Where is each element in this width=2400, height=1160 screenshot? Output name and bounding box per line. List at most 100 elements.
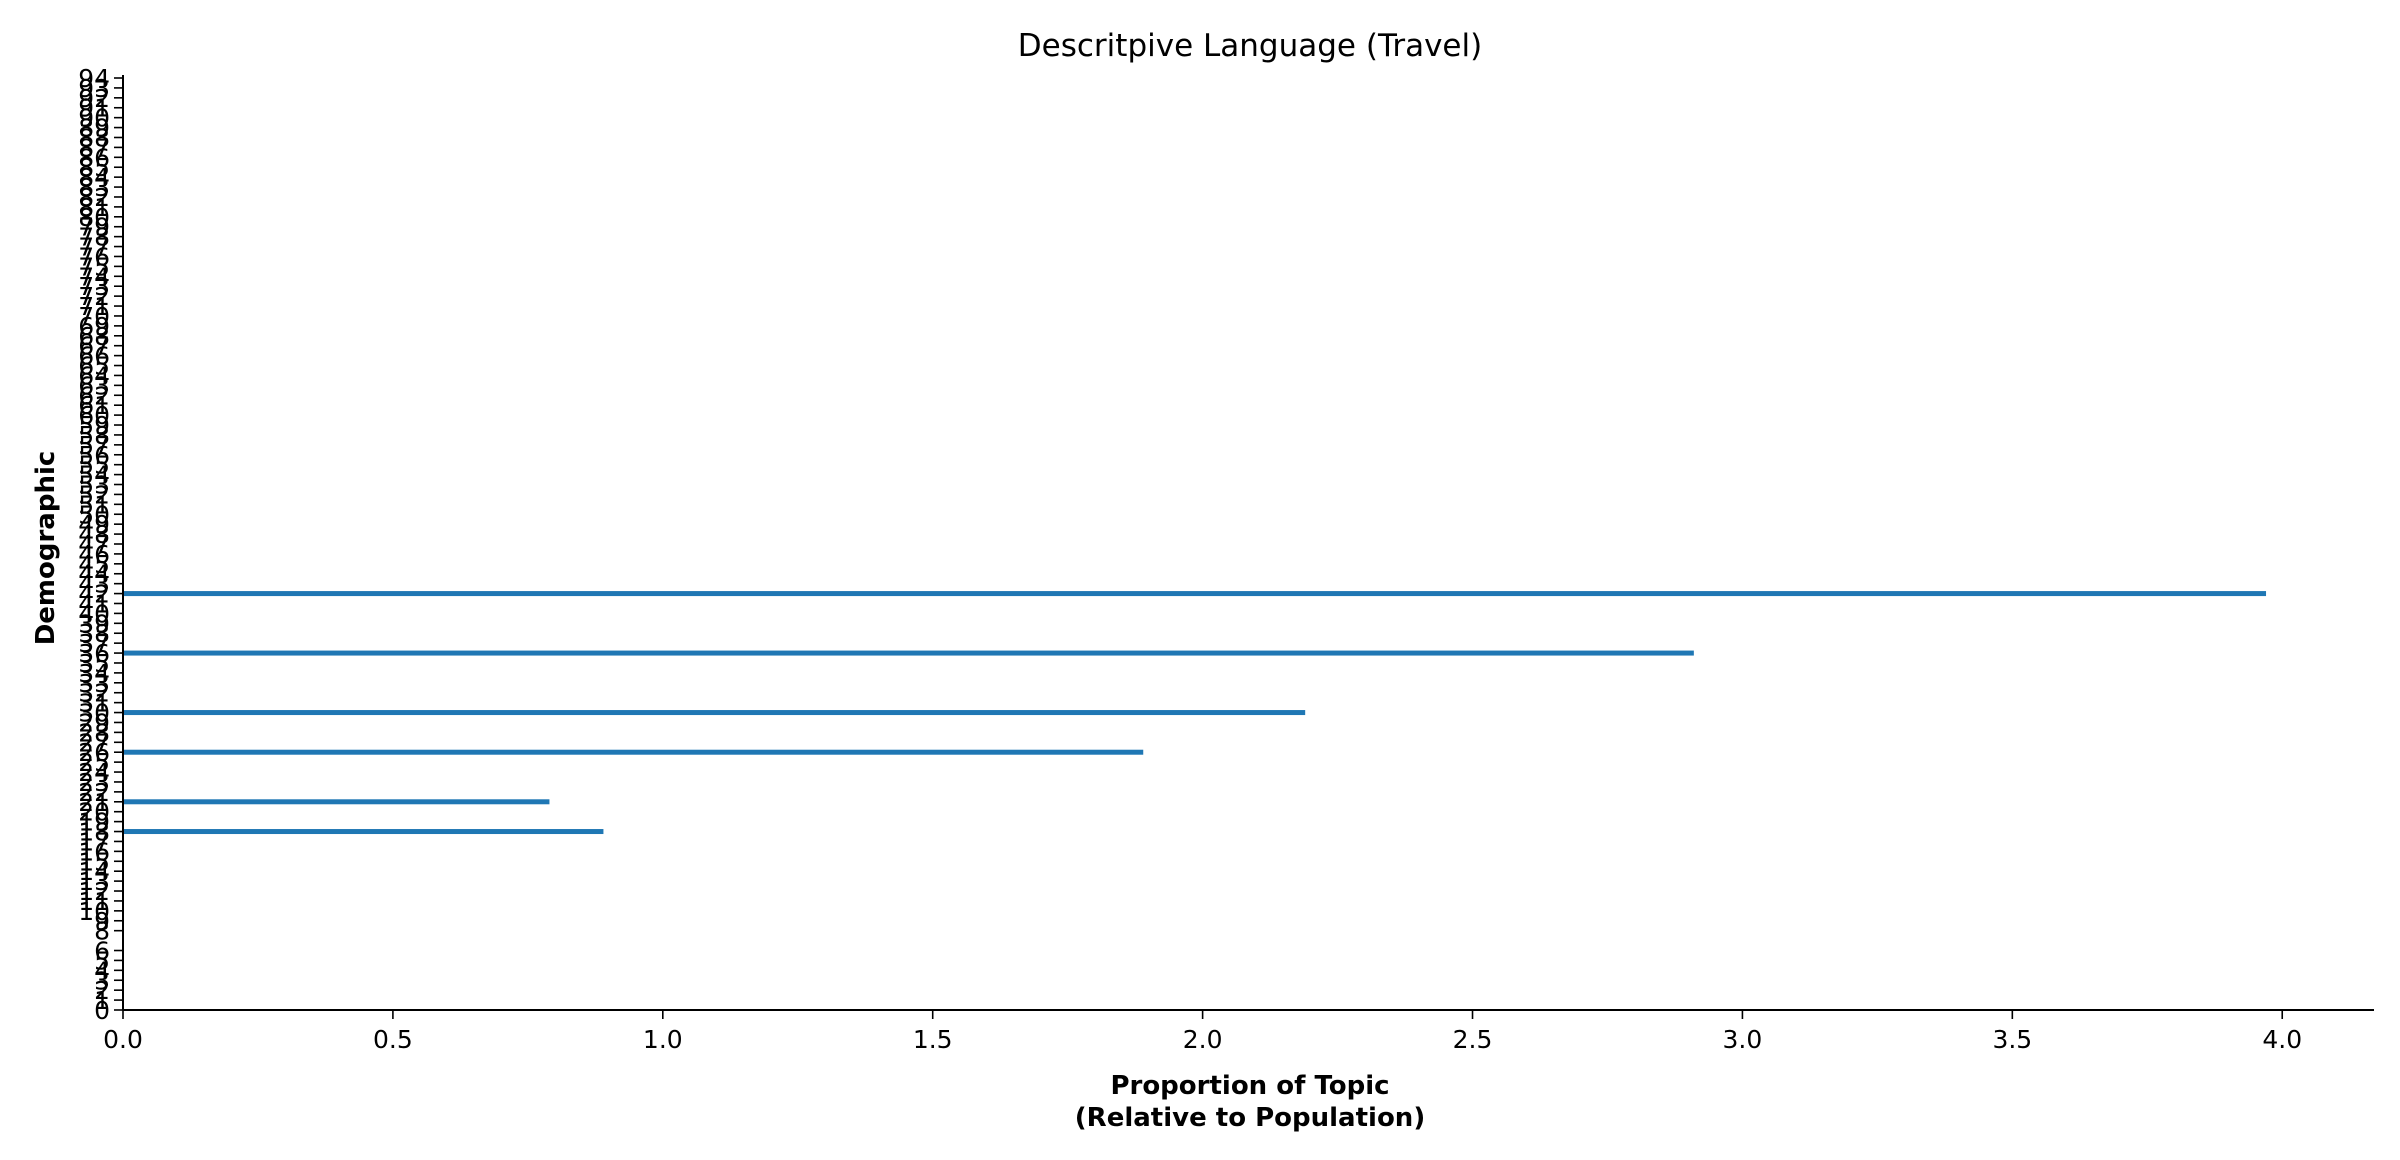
- y-tick-label: 33: [78, 669, 110, 698]
- y-tick-label: 11: [78, 887, 110, 916]
- x-tick-label: 4.0: [2262, 1025, 2302, 1054]
- y-tick-label: 47: [78, 530, 110, 559]
- y-tick-label: 76: [78, 242, 110, 271]
- x-tick-label: 3.0: [1723, 1025, 1763, 1054]
- y-tick-label: 89: [78, 114, 110, 143]
- y-tick-label: 65: [78, 352, 110, 381]
- y-tick-label: 8: [94, 917, 110, 946]
- y-tick-label: 56: [78, 441, 110, 470]
- bar: [123, 799, 550, 805]
- y-tick-label: 32: [78, 679, 110, 708]
- y-tick-label: 80: [78, 203, 110, 232]
- y-tick-label: 79: [78, 213, 110, 242]
- y-tick-label: 55: [78, 451, 110, 480]
- y-tick-label: 67: [78, 332, 110, 361]
- y-tick-label: 73: [78, 272, 110, 301]
- y-tick-label: 61: [78, 391, 110, 420]
- y-tick-label: 31: [78, 689, 110, 718]
- y-tick-label: 77: [78, 233, 110, 262]
- y-tick-label: 82: [78, 183, 110, 212]
- y-tick-label: 93: [78, 74, 110, 103]
- y-tick-label: 92: [78, 84, 110, 113]
- y-tick-label: 6: [94, 937, 110, 966]
- x-axis-label-line1: Proportion of Topic: [1110, 1071, 1389, 1101]
- y-tick-label: 74: [78, 262, 110, 291]
- bar: [123, 829, 604, 835]
- y-tick-label: 2: [94, 976, 110, 1005]
- y-tick-label: 3: [94, 966, 110, 995]
- y-tick-label: 44: [78, 560, 110, 589]
- y-tick-label: 87: [78, 133, 110, 162]
- y-tick-label: 41: [78, 589, 110, 618]
- x-tick-label: 1.5: [913, 1025, 953, 1054]
- bar: [123, 749, 1144, 755]
- y-tick-label: 45: [78, 550, 110, 579]
- y-tick-label: 66: [78, 342, 110, 371]
- x-tick-label: 0.0: [103, 1025, 143, 1054]
- x-tick-label: 2.0: [1183, 1025, 1223, 1054]
- y-tick-label: 54: [78, 461, 110, 490]
- y-tick-label: 70: [78, 302, 110, 331]
- y-tick-label: 59: [78, 411, 110, 440]
- y-tick-label: 81: [78, 193, 110, 222]
- y-tick-label: 36: [78, 639, 110, 668]
- y-tick-label: 26: [78, 738, 110, 767]
- x-axis-label-line2: (Relative to Population): [1075, 1103, 1425, 1133]
- y-tick-label: 57: [78, 431, 110, 460]
- y-tick-label: 52: [78, 480, 110, 509]
- y-tick-label: 91: [78, 94, 110, 123]
- y-tick-label: 4: [94, 956, 110, 985]
- y-tick-label: 43: [78, 570, 110, 599]
- y-tick-label: 84: [78, 163, 110, 192]
- y-tick-label: 18: [78, 818, 110, 847]
- y-tick-label: 27: [78, 728, 110, 757]
- y-tick-label: 28: [78, 718, 110, 747]
- y-tick-label: 29: [78, 708, 110, 737]
- y-tick-label: 17: [78, 827, 110, 856]
- bars: [123, 591, 2267, 835]
- y-tick-label: 83: [78, 173, 110, 202]
- y-tick-label: 94: [78, 64, 110, 93]
- y-tick-label: 58: [78, 421, 110, 450]
- bar: [123, 591, 2267, 597]
- y-tick-label: 16: [78, 837, 110, 866]
- y-tick-label: 68: [78, 322, 110, 351]
- y-tick-label: 72: [78, 282, 110, 311]
- y-tick-label: 86: [78, 143, 110, 172]
- y-tick-label: 30: [78, 699, 110, 728]
- y-tick-label: 22: [78, 778, 110, 807]
- chart-title: Descritpive Language (Travel): [1018, 28, 1482, 64]
- y-tick-label: 48: [78, 520, 110, 549]
- y-tick-label: 42: [78, 580, 110, 609]
- bar: [123, 650, 1694, 656]
- y-tick-label: 63: [78, 371, 110, 400]
- y-tick-label: 62: [78, 381, 110, 410]
- y-tick-label: 5: [94, 946, 110, 975]
- y-tick-label: 46: [78, 540, 110, 569]
- y-tick-label: 49: [78, 510, 110, 539]
- x-tick-label: 1.0: [643, 1025, 683, 1054]
- y-axis-label: Demographic: [31, 451, 61, 646]
- x-tick-label: 2.5: [1453, 1025, 1493, 1054]
- x-tick-label: 0.5: [373, 1025, 413, 1054]
- y-tick-label: 23: [78, 768, 110, 797]
- y-tick-label: 88: [78, 123, 110, 152]
- y-tick-label: 9: [94, 907, 110, 936]
- x-tick-label: 3.5: [1992, 1025, 2032, 1054]
- y-tick-label: 85: [78, 153, 110, 182]
- y-tick-label: 64: [78, 361, 110, 390]
- y-tick-label: 21: [78, 788, 110, 817]
- y-tick-label: 75: [78, 252, 110, 281]
- y-tick-label: 60: [78, 401, 110, 430]
- y-tick-label: 71: [78, 292, 110, 321]
- y-tick-label: 78: [78, 223, 110, 252]
- y-tick-label: 19: [78, 808, 110, 837]
- y-tick-label: 69: [78, 312, 110, 341]
- y-tick-label: 13: [78, 867, 110, 896]
- y-tick-label: 38: [78, 619, 110, 648]
- y-tick-label: 25: [78, 748, 110, 777]
- y-tick-label: 1: [94, 986, 110, 1015]
- y-tick-label: 39: [78, 609, 110, 638]
- y-tick-label: 34: [78, 659, 110, 688]
